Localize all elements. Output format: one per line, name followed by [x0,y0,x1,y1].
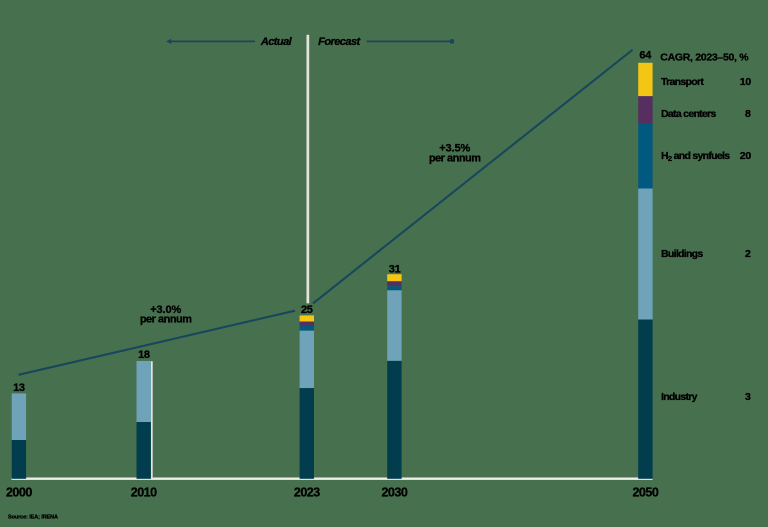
svg-text:per annum: per annum [140,314,192,326]
svg-text:20: 20 [740,150,752,162]
svg-text:Actual: Actual [260,36,293,48]
svg-text:CAGR, 2023–50, %: CAGR, 2023–50, % [660,51,749,63]
svg-text:+3.0%: +3.0% [150,304,181,316]
svg-text:25: 25 [301,304,313,316]
svg-text:13: 13 [13,382,25,394]
svg-text:Industry: Industry [661,391,698,403]
svg-text:2000: 2000 [6,485,32,499]
svg-text:2023: 2023 [294,485,320,499]
svg-text:3: 3 [745,391,751,403]
svg-text:+3.5%: +3.5% [439,143,470,155]
svg-text:2010: 2010 [131,485,157,499]
svg-text:Data centers: Data centers [661,108,716,120]
svg-text:2: 2 [745,248,751,260]
svg-text:18: 18 [138,349,150,361]
svg-text:Forecast: Forecast [318,36,361,48]
svg-text:per annum: per annum [429,152,481,164]
svg-text:Buildings: Buildings [661,248,703,260]
svg-text:64: 64 [639,50,652,62]
svg-text:31: 31 [389,264,401,276]
svg-text:Source: IEA; IRENA: Source: IEA; IRENA [8,515,58,521]
svg-text:2050: 2050 [632,485,658,499]
svg-text:H2 and synfuels: H2 and synfuels [661,150,730,163]
svg-text:Transport: Transport [661,76,704,88]
svg-text:2030: 2030 [381,485,407,499]
svg-text:8: 8 [745,108,751,120]
svg-text:10: 10 [740,76,752,88]
